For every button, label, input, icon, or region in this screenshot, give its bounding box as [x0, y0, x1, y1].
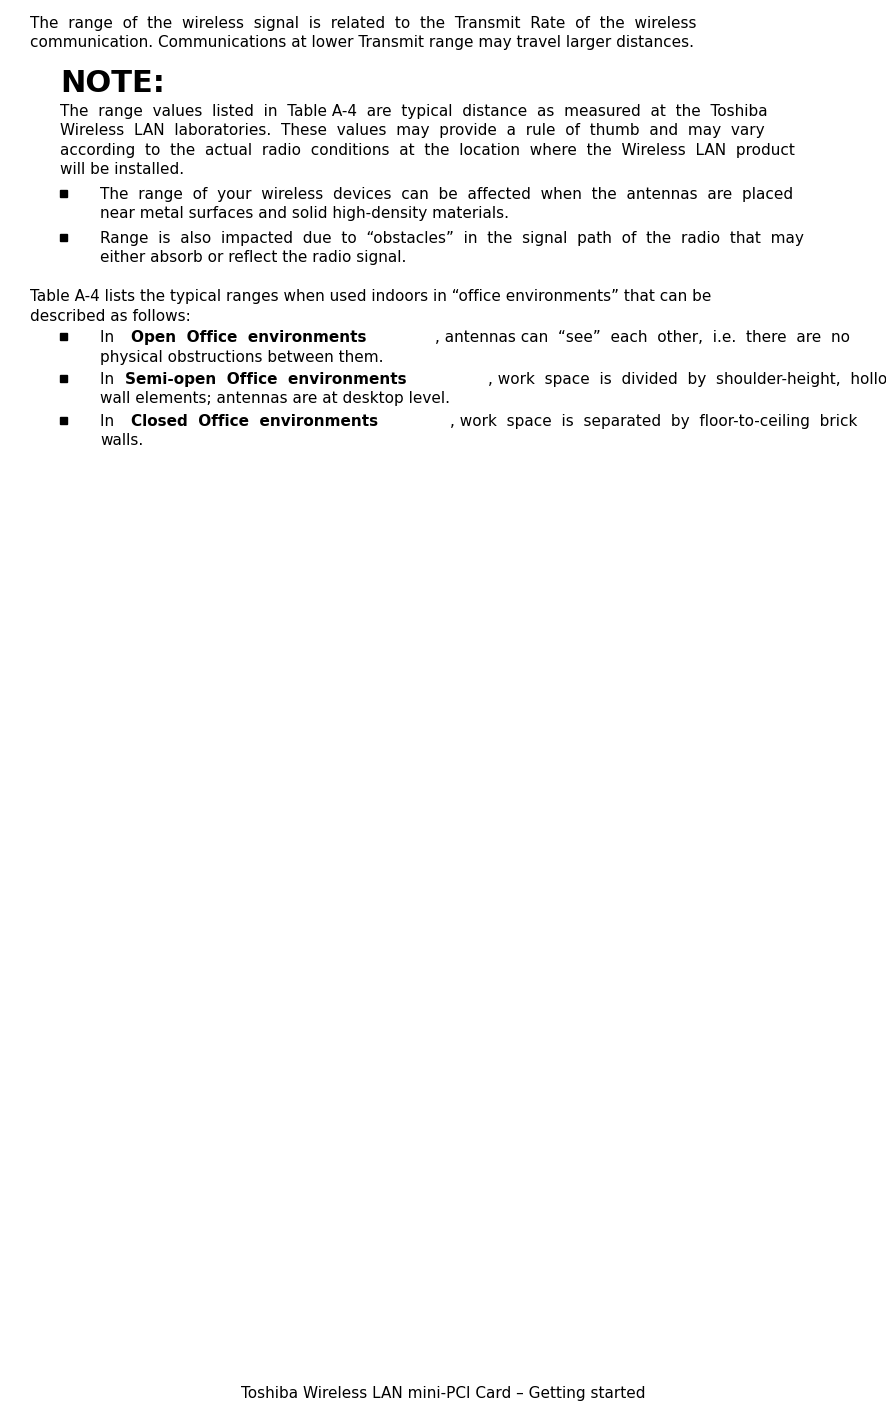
Text: NOTE:: NOTE: [60, 69, 165, 98]
Text: walls.: walls. [100, 434, 143, 448]
Text: wall elements; antennas are at desktop level.: wall elements; antennas are at desktop l… [100, 392, 449, 406]
Text: Wireless  LAN  laboratories.  These  values  may  provide  a  rule  of  thumb  a: Wireless LAN laboratories. These values … [60, 123, 764, 139]
Text: The  range  of  your  wireless  devices  can  be  affected  when  the  antennas : The range of your wireless devices can b… [100, 187, 792, 202]
Text: The  range  values  listed  in  Table A-4  are  typical  distance  as  measured : The range values listed in Table A-4 are… [60, 103, 766, 119]
Text: , work  space  is  divided  by  shoulder-height,  hollow: , work space is divided by shoulder-heig… [487, 372, 886, 387]
Text: Closed  Office  environments: Closed Office environments [130, 414, 377, 428]
Text: either absorb or reflect the radio signal.: either absorb or reflect the radio signa… [100, 250, 406, 264]
Bar [60, 375, 67, 382]
Text: near metal surfaces and solid high-density materials.: near metal surfaces and solid high-densi… [100, 206, 509, 221]
Text: described as follows:: described as follows: [30, 308, 190, 324]
Text: will be installed.: will be installed. [60, 163, 184, 177]
Text: In: In [100, 329, 124, 345]
Text: Table A-4 lists the typical ranges when used indoors in “office environments” th: Table A-4 lists the typical ranges when … [30, 288, 711, 304]
Bar [60, 417, 67, 424]
Text: communication. Communications at lower Transmit range may travel larger distance: communication. Communications at lower T… [30, 35, 693, 51]
Text: In: In [100, 414, 124, 428]
Text: physical obstructions between them.: physical obstructions between them. [100, 349, 383, 365]
Text: Toshiba Wireless LAN mini-PCI Card – Getting started: Toshiba Wireless LAN mini-PCI Card – Get… [241, 1386, 645, 1401]
Text: , work  space  is  separated  by  floor-to-ceiling  brick: , work space is separated by floor-to-ce… [449, 414, 856, 428]
Bar [60, 334, 67, 339]
Text: In: In [100, 372, 119, 387]
Text: according  to  the  actual  radio  conditions  at  the  location  where  the  Wi: according to the actual radio conditions… [60, 143, 794, 158]
Text: Range  is  also  impacted  due  to  “obstacles”  in  the  signal  path  of  the : Range is also impacted due to “obstacles… [100, 230, 803, 246]
Text: , antennas can  “see”  each  other,  i.e.  there  are  no: , antennas can “see” each other, i.e. th… [434, 329, 849, 345]
Text: The  range  of  the  wireless  signal  is  related  to  the  Transmit  Rate  of : The range of the wireless signal is rela… [30, 16, 696, 31]
Text: Semi-open  Office  environments: Semi-open Office environments [124, 372, 406, 387]
Text: Open  Office  environments: Open Office environments [130, 329, 366, 345]
Bar [60, 189, 67, 197]
Bar [60, 233, 67, 240]
